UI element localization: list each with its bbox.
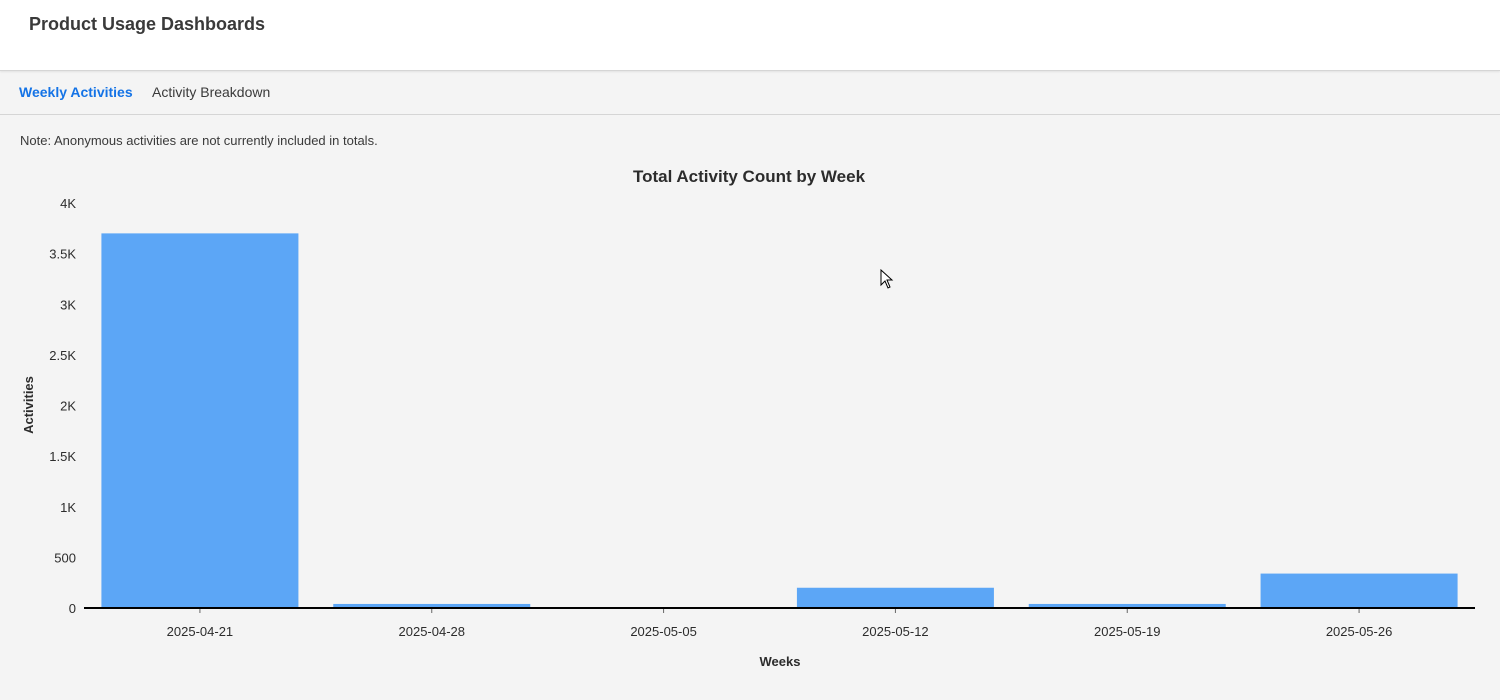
tab-bar: Weekly Activities Activity Breakdown bbox=[0, 72, 1500, 115]
y-tick-label: 3.5K bbox=[49, 247, 76, 262]
page-title: Product Usage Dashboards bbox=[29, 14, 266, 34]
tab-activity-breakdown[interactable]: Activity Breakdown bbox=[152, 84, 271, 100]
bar bbox=[101, 233, 299, 608]
x-tick-label: 2025-05-12 bbox=[862, 624, 929, 639]
y-tick-label: 500 bbox=[54, 550, 76, 565]
tab-weekly-activities[interactable]: Weekly Activities bbox=[19, 84, 133, 100]
chart-title: Total Activity Count by Week bbox=[633, 167, 866, 186]
x-axis-label: Weeks bbox=[760, 654, 801, 669]
bar bbox=[796, 587, 994, 608]
app-header: Product Usage Dashboards bbox=[0, 0, 1500, 71]
bar-chart: Total Activity Count by Week Activities 0 5… bbox=[21, 167, 1475, 669]
x-tick-label: 2025-05-19 bbox=[1094, 624, 1161, 639]
y-tick-label: 2.5K bbox=[49, 348, 76, 363]
bar bbox=[333, 603, 531, 608]
x-tick-label: 2025-05-26 bbox=[1326, 624, 1393, 639]
x-tick-label: 2025-04-21 bbox=[167, 624, 234, 639]
bar bbox=[1260, 573, 1458, 608]
y-tick-label: 3K bbox=[60, 297, 76, 312]
bar bbox=[1028, 603, 1226, 608]
y-tick-label: 1.5K bbox=[49, 449, 76, 464]
x-tick-label: 2025-05-05 bbox=[630, 624, 697, 639]
y-tick-label: 4K bbox=[60, 196, 76, 211]
y-tick-label: 2K bbox=[60, 399, 76, 414]
y-tick-label: 0 bbox=[69, 601, 76, 616]
x-tick-label: 2025-04-28 bbox=[399, 624, 466, 639]
y-tick-label: 1K bbox=[60, 500, 76, 515]
mouse-cursor-icon bbox=[880, 269, 894, 289]
y-axis-label: Activities bbox=[21, 376, 36, 434]
note-text: Note: Anonymous activities are not curre… bbox=[20, 133, 378, 148]
